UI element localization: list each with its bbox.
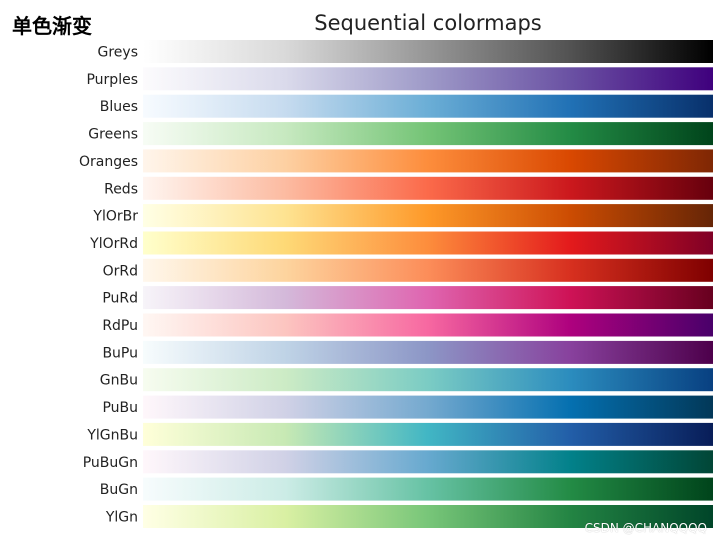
colormap-label-ylgn: YlGn (105, 510, 138, 526)
colormap-bar-ylgnbu (143, 422, 713, 446)
colormap-bar-greys (143, 40, 713, 63)
colormap-label-bupu: BuPu (102, 345, 138, 361)
colormap-label-purples: Purples (86, 72, 138, 88)
colormap-label-orrd: OrRd (103, 263, 138, 279)
colormap-label-oranges: Oranges (79, 154, 138, 170)
corner-label: 单色渐变 (12, 14, 92, 38)
colormap-bar-blues (143, 94, 713, 118)
colormap-bar-pubu (143, 395, 713, 419)
colormap-bar-ylorbr (143, 204, 713, 228)
colormap-label-pubu: PuBu (102, 400, 138, 416)
colormap-label-ylgnbu: YlGnBu (86, 427, 138, 443)
colormap-bar-greens (143, 122, 713, 146)
colormap-bars (143, 40, 713, 528)
colormap-bar-ylorrd (143, 231, 713, 255)
colormap-bar-reds (143, 176, 713, 200)
colormap-bar-purd (143, 286, 713, 310)
colormap-label-pubugn: PuBuGn (83, 455, 138, 471)
colormap-label-greys: Greys (98, 45, 139, 61)
colormap-bar-oranges (143, 149, 713, 173)
colormap-label-gnbu: GnBu (100, 373, 138, 389)
colormap-label-ylorrd: YlOrRd (89, 236, 138, 252)
chart-title: Sequential colormaps (314, 11, 542, 35)
colormap-bar-rdpu (143, 313, 713, 337)
colormap-label-purd: PuRd (102, 291, 138, 307)
colormap-bar-ylgn (143, 505, 713, 528)
colormap-label-rdpu: RdPu (102, 318, 138, 334)
colormap-label-ylorbr: YlOrBr (92, 209, 138, 225)
colormap-label-greens: Greens (88, 127, 138, 143)
colormap-bar-orrd (143, 258, 713, 282)
colormap-labels: Greys Purples Blues Greens Oranges Reds YlOrBr… (79, 45, 138, 526)
watermark: CSDN @CHANQQQQ (584, 521, 707, 535)
colormap-bar-pubugn (143, 450, 713, 474)
colormap-label-blues: Blues (100, 99, 138, 115)
colormap-bar-purples (143, 67, 713, 91)
colormap-label-bugn: BuGn (100, 482, 138, 498)
colormap-bar-bupu (143, 340, 713, 364)
colormap-label-reds: Reds (104, 181, 138, 197)
colormap-bar-bugn (143, 477, 713, 501)
colormap-bar-gnbu (143, 368, 713, 392)
